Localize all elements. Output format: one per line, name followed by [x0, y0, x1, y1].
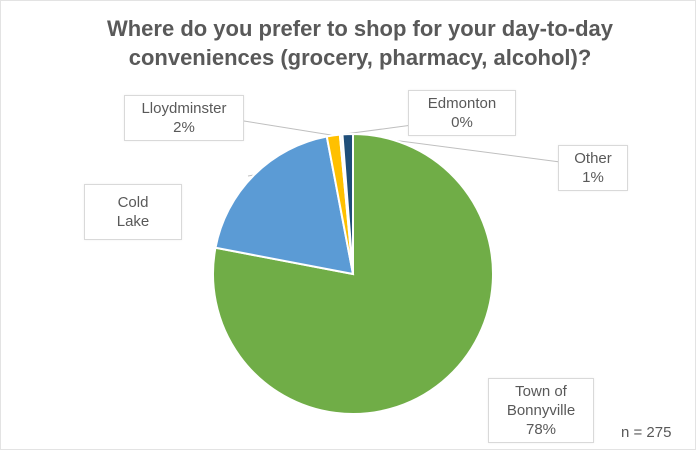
label-other-name: Other — [574, 150, 612, 167]
label-edmonton-name: Edmonton — [427, 95, 497, 112]
label-town-of-bonnyville-name: Town of Bonnyville — [506, 383, 576, 419]
label-cold-lake: Cold Lake — [84, 184, 182, 240]
label-lloydminster-name: Lloydminster — [141, 100, 227, 117]
label-cold-lake-name: Cold Lake — [116, 194, 150, 230]
leader-line-edmonton — [341, 123, 421, 135]
pie-slice-other — [341, 132, 354, 275]
label-lloydminster-value: 2% — [173, 119, 195, 136]
label-other-value: 1% — [582, 169, 604, 186]
label-other: Other 1% — [558, 145, 628, 191]
pie-slice-cold-lake — [214, 135, 355, 276]
pie-slices — [212, 132, 494, 415]
leader-line-lloydminster — [243, 120, 334, 136]
label-edmonton-value: 0% — [451, 114, 473, 131]
label-lloydminster: Lloydminster 2% — [124, 95, 244, 141]
chart-title: Where do you prefer to shop for your day… — [106, 16, 614, 70]
label-town-of-bonnyville-value: 78% — [525, 421, 557, 438]
label-town-of-bonnyville: Town of Bonnyville 78% — [488, 378, 594, 443]
label-edmonton: Edmonton 0% — [408, 90, 516, 136]
sample-size-note: n = 275 — [621, 424, 672, 441]
